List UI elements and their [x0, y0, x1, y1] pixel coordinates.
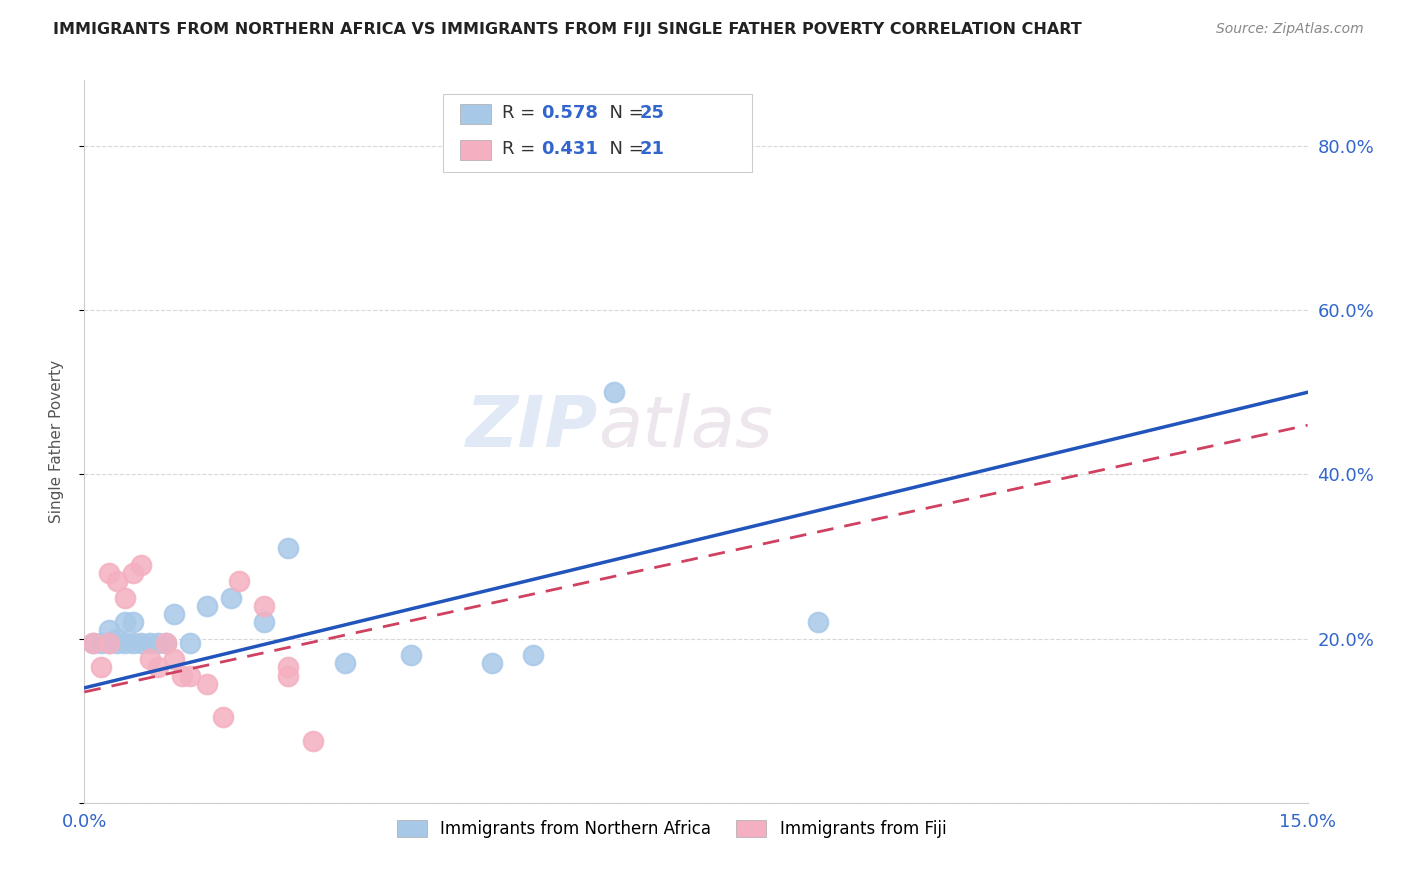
Point: [122, 566, 145, 580]
Point: [90, 636, 112, 650]
Text: R =: R =: [502, 104, 541, 122]
Text: 21: 21: [640, 140, 665, 158]
Text: N =: N =: [598, 104, 650, 122]
Point: [399, 648, 422, 662]
Text: Source: ZipAtlas.com: Source: ZipAtlas.com: [1216, 22, 1364, 37]
Point: [277, 668, 299, 682]
Point: [146, 636, 169, 650]
Point: [195, 677, 218, 691]
Text: ZIP: ZIP: [465, 392, 598, 461]
Point: [114, 636, 136, 650]
Point: [122, 615, 145, 630]
Point: [114, 615, 136, 630]
Point: [163, 607, 186, 621]
Point: [195, 599, 218, 613]
Point: [335, 657, 357, 671]
Point: [253, 599, 276, 613]
Point: [105, 632, 128, 646]
Point: [179, 636, 201, 650]
Text: R =: R =: [502, 140, 541, 158]
Point: [172, 668, 194, 682]
Point: [97, 636, 120, 650]
Point: [219, 591, 242, 605]
Point: [212, 709, 235, 723]
Text: 25: 25: [640, 104, 665, 122]
Point: [82, 636, 104, 650]
Point: [481, 657, 503, 671]
Point: [131, 636, 153, 650]
Point: [301, 734, 323, 748]
Text: N =: N =: [598, 140, 650, 158]
Point: [90, 660, 112, 674]
Point: [114, 591, 136, 605]
Point: [277, 541, 299, 556]
Point: [138, 636, 160, 650]
Point: [228, 574, 250, 588]
Point: [155, 636, 177, 650]
Legend: Immigrants from Northern Africa, Immigrants from Fiji: Immigrants from Northern Africa, Immigra…: [391, 814, 953, 845]
Point: [82, 636, 104, 650]
Point: [155, 636, 177, 650]
Point: [522, 648, 544, 662]
Point: [603, 385, 626, 400]
Point: [131, 558, 153, 572]
Text: atlas: atlas: [598, 392, 773, 461]
Point: [277, 660, 299, 674]
Text: 0.578: 0.578: [541, 104, 599, 122]
Y-axis label: Single Father Poverty: Single Father Poverty: [49, 360, 63, 523]
Text: IMMIGRANTS FROM NORTHERN AFRICA VS IMMIGRANTS FROM FIJI SINGLE FATHER POVERTY CO: IMMIGRANTS FROM NORTHERN AFRICA VS IMMIG…: [53, 22, 1083, 37]
Point: [97, 624, 120, 638]
Point: [179, 668, 201, 682]
Point: [138, 652, 160, 666]
Point: [105, 574, 128, 588]
Point: [122, 636, 145, 650]
Text: 0.431: 0.431: [541, 140, 598, 158]
Point: [97, 636, 120, 650]
Point: [146, 660, 169, 674]
Point: [105, 636, 128, 650]
Point: [807, 615, 830, 630]
Point: [253, 615, 276, 630]
Point: [97, 566, 120, 580]
Point: [163, 652, 186, 666]
